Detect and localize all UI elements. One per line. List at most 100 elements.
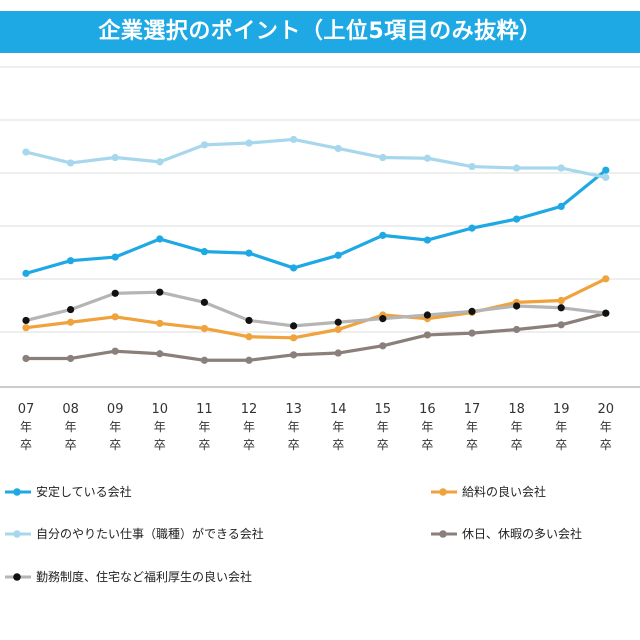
x-tick-label: 11 [196, 402, 213, 417]
x-tick-suffix: 卒 [65, 438, 77, 452]
data-point-1-6 [290, 334, 298, 342]
data-point-1-12 [557, 296, 565, 305]
data-point-1-3 [156, 319, 164, 327]
data-point-1-2 [111, 313, 119, 321]
x-tick-suffix: 年 [65, 420, 77, 434]
data-point-1-7 [334, 325, 342, 334]
x-tick-suffix: 卒 [377, 438, 389, 452]
x-tick-label: 16 [419, 402, 436, 417]
data-point-0-9 [423, 236, 431, 244]
x-tick-suffix: 卒 [20, 438, 32, 452]
x-tick-suffix: 年 [600, 420, 612, 434]
legend-swatch [5, 573, 31, 581]
x-tick-label: 09 [107, 402, 124, 417]
series-line-3 [24, 311, 608, 362]
data-point-2-7 [334, 144, 342, 153]
x-tick-label: 08 [62, 402, 79, 417]
legend-swatch [5, 530, 31, 538]
data-point-3-10 [468, 329, 476, 337]
x-tick-label: 20 [598, 402, 615, 417]
data-point-2-3 [156, 158, 164, 166]
data-point-1-4 [200, 324, 208, 333]
x-tick-suffix: 卒 [600, 438, 612, 452]
x-tick-label: 07 [18, 402, 35, 417]
grid-lines [0, 66, 640, 388]
data-point-0-13 [602, 166, 610, 174]
x-tick-suffix: 卒 [154, 438, 166, 452]
legend-label: 自分のやりたい仕事（職種）ができる会社 [36, 527, 264, 541]
data-point-4-7 [334, 318, 342, 326]
data-point-2-5 [245, 139, 253, 147]
x-tick-suffix: 年 [198, 420, 210, 434]
data-point-4-2 [111, 289, 119, 297]
x-tick-suffix: 年 [511, 420, 523, 434]
data-point-0-3 [156, 235, 164, 243]
data-point-2-1 [67, 159, 75, 167]
data-point-4-8 [379, 315, 387, 323]
data-point-4-10 [468, 307, 476, 315]
data-point-4-12 [557, 304, 565, 312]
data-point-1-5 [245, 333, 253, 341]
x-tick-suffix: 年 [555, 420, 567, 434]
x-tick-suffix: 卒 [109, 438, 121, 452]
x-tick-suffix: 卒 [288, 438, 300, 452]
series-lines [22, 135, 610, 364]
legend-swatch [5, 488, 31, 496]
data-point-3-8 [379, 342, 387, 350]
line-chart: 07 年卒 08 年卒 09 年卒 10 年卒 11 年卒 12 年卒 13 年卒 14 年卒 15 年卒 16 年卒… [0, 66, 640, 452]
x-tick-suffix: 卒 [466, 438, 478, 452]
data-point-4-11 [513, 302, 521, 310]
data-point-0-10 [468, 224, 476, 232]
data-point-0-6 [290, 264, 298, 272]
data-point-3-9 [423, 331, 431, 339]
data-point-3-7 [334, 349, 342, 357]
data-point-0-0 [22, 269, 30, 277]
data-point-2-13 [602, 173, 610, 182]
x-tick-suffix: 年 [109, 420, 121, 434]
data-point-0-2 [111, 253, 119, 261]
data-point-2-2 [111, 153, 119, 162]
x-tick-suffix: 年 [20, 420, 32, 434]
x-tick-suffix: 卒 [332, 438, 344, 452]
data-point-2-8 [379, 153, 387, 162]
data-point-0-11 [513, 215, 521, 223]
x-tick-suffix: 卒 [511, 438, 523, 452]
series-line-0 [24, 168, 608, 275]
legend-label: 休日、休暇の多い会社 [462, 527, 583, 541]
data-point-4-0 [22, 316, 30, 325]
x-tick-label: 13 [285, 402, 302, 417]
legend-label: 勤務制度、住宅など福利厚生の良い会社 [36, 570, 253, 584]
data-point-4-5 [245, 316, 253, 325]
data-point-2-4 [200, 141, 208, 149]
x-axis-labels: 07 年卒 08 年卒 09 年卒 10 年卒 11 年卒 12 年卒 13 年卒 14 年卒 15 年卒 16 年卒… [18, 402, 614, 452]
title-bar: 企業選択のポイント（上位5項目のみ抜粋） [0, 11, 640, 53]
series-line-2 [24, 137, 608, 180]
legend: 安定している会社 給料の良い会社 自分のやりたい仕事（職種）ができる会社 休日、休暇の… [0, 470, 640, 640]
data-point-3-12 [557, 321, 565, 329]
chart-title: 企業選択のポイント（上位5項目のみ抜粋） [98, 19, 542, 44]
data-point-1-0 [22, 324, 30, 332]
data-point-2-11 [513, 164, 521, 172]
data-point-4-3 [156, 288, 164, 296]
data-point-2-10 [468, 162, 476, 171]
x-tick-suffix: 年 [377, 420, 389, 434]
x-tick-label: 19 [553, 402, 570, 417]
data-point-4-13 [602, 309, 610, 317]
x-tick-label: 12 [241, 402, 258, 417]
data-point-2-6 [290, 135, 298, 144]
data-point-3-4 [200, 356, 208, 364]
x-tick-suffix: 年 [243, 420, 255, 434]
x-tick-suffix: 卒 [198, 438, 210, 452]
data-point-4-9 [423, 311, 431, 319]
x-tick-label: 14 [330, 402, 347, 417]
data-point-0-8 [379, 231, 387, 239]
data-point-3-11 [513, 325, 521, 334]
data-point-1-1 [67, 318, 75, 326]
x-tick-suffix: 年 [332, 420, 344, 434]
data-point-2-9 [423, 154, 431, 162]
data-point-0-4 [200, 248, 208, 256]
data-point-2-0 [22, 148, 30, 156]
data-point-0-1 [67, 257, 75, 265]
legend-swatch [431, 530, 457, 538]
